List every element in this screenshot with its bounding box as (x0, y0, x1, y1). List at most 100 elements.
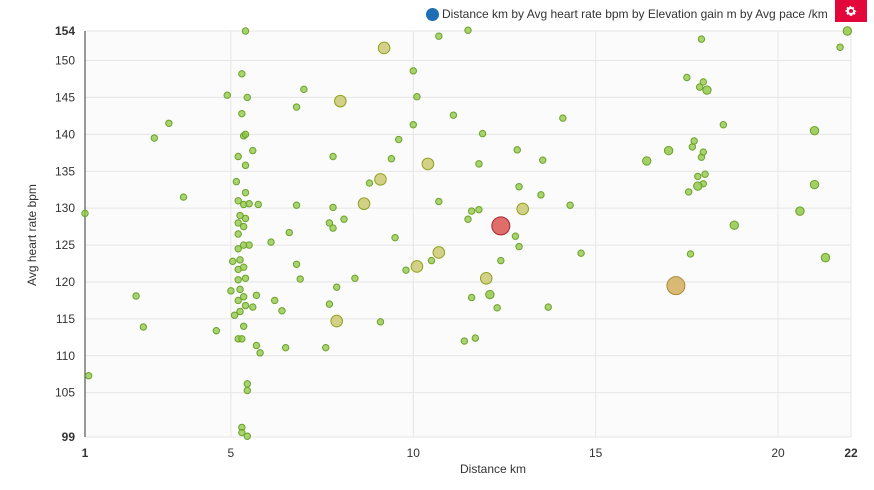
data-point[interactable] (516, 202, 530, 216)
data-point[interactable] (230, 311, 239, 319)
data-point[interactable] (809, 125, 820, 136)
data-point[interactable] (820, 252, 831, 263)
data-point[interactable] (292, 201, 301, 209)
data-point[interactable] (234, 276, 242, 284)
data-point[interactable] (467, 293, 476, 302)
data-point[interactable] (485, 289, 495, 300)
data-point[interactable] (212, 327, 221, 335)
data-point[interactable] (537, 191, 545, 199)
data-point[interactable] (229, 257, 237, 266)
data-point[interactable] (241, 274, 250, 282)
data-point[interactable] (236, 285, 244, 294)
data-point[interactable] (478, 129, 487, 138)
data-point[interactable] (365, 179, 374, 187)
data-point[interactable] (239, 263, 248, 271)
data-point[interactable] (241, 130, 250, 139)
data-point[interactable] (139, 323, 148, 331)
data-point[interactable] (150, 134, 159, 142)
settings-button[interactable] (835, 0, 867, 22)
data-point[interactable] (515, 183, 523, 191)
data-point[interactable] (357, 197, 371, 211)
data-point[interactable] (241, 161, 250, 170)
data-point[interactable] (432, 246, 446, 259)
data-point[interactable] (329, 224, 337, 232)
data-point[interactable] (539, 156, 547, 164)
data-point[interactable] (511, 232, 520, 240)
data-point[interactable] (252, 291, 261, 299)
data-point[interactable] (475, 160, 483, 168)
data-point[interactable] (256, 349, 264, 357)
data-point[interactable] (241, 214, 250, 223)
data-point[interactable] (241, 188, 250, 197)
data-point[interactable] (234, 230, 242, 238)
data-point[interactable] (513, 146, 521, 154)
data-point[interactable] (238, 428, 246, 437)
data-point[interactable] (292, 103, 301, 111)
data-point[interactable] (699, 78, 707, 86)
data-point[interactable] (464, 26, 472, 34)
data-point[interactable] (686, 250, 695, 258)
data-point[interactable] (795, 206, 805, 216)
data-point[interactable] (435, 197, 443, 206)
data-point[interactable] (391, 233, 399, 242)
data-point[interactable] (236, 307, 244, 316)
data-point[interactable] (374, 173, 387, 186)
data-point[interactable] (325, 219, 334, 227)
data-point[interactable] (325, 300, 334, 308)
data-point[interactable] (329, 152, 337, 161)
data-point[interactable] (387, 155, 396, 163)
data-point[interactable] (285, 228, 293, 237)
data-point[interactable] (684, 188, 693, 196)
data-point[interactable] (413, 92, 421, 101)
data-point[interactable] (701, 170, 709, 178)
data-point[interactable] (165, 119, 173, 127)
data-point[interactable] (234, 219, 242, 227)
data-point[interactable] (243, 432, 252, 440)
data-point[interactable] (577, 249, 585, 257)
data-point[interactable] (281, 343, 290, 352)
data-point[interactable] (471, 334, 479, 342)
data-point[interactable] (329, 203, 337, 212)
data-point[interactable] (544, 303, 552, 311)
data-point[interactable] (132, 292, 140, 300)
data-point[interactable] (334, 94, 347, 108)
data-point[interactable] (694, 172, 702, 181)
data-point[interactable] (410, 260, 424, 273)
data-point[interactable] (340, 215, 348, 223)
data-point[interactable] (81, 209, 89, 218)
data-point[interactable] (234, 152, 242, 161)
data-point[interactable] (809, 179, 820, 190)
data-point[interactable] (239, 293, 248, 301)
data-point[interactable] (252, 341, 261, 350)
data-point[interactable] (697, 35, 706, 43)
data-point[interactable] (695, 83, 704, 91)
data-point[interactable] (243, 93, 252, 102)
data-point[interactable] (234, 296, 242, 305)
data-point[interactable] (300, 85, 308, 94)
data-point[interactable] (497, 256, 505, 265)
data-point[interactable] (238, 70, 246, 78)
data-point[interactable] (394, 135, 403, 144)
data-point[interactable] (84, 372, 93, 380)
data-point[interactable] (666, 276, 686, 296)
data-point[interactable] (435, 32, 443, 40)
data-point[interactable] (227, 287, 235, 295)
data-point[interactable] (479, 271, 493, 285)
data-point[interactable] (836, 43, 844, 51)
data-point[interactable] (515, 242, 523, 251)
data-point[interactable] (460, 337, 469, 345)
data-point[interactable] (245, 200, 253, 208)
data-point[interactable] (238, 335, 246, 343)
data-point[interactable] (236, 211, 244, 220)
data-point[interactable] (270, 296, 279, 305)
data-point[interactable] (690, 137, 698, 145)
data-point[interactable] (559, 114, 567, 122)
data-point[interactable] (245, 241, 253, 249)
data-point[interactable] (234, 245, 242, 253)
data-point[interactable] (241, 27, 250, 35)
data-point[interactable] (475, 205, 483, 214)
data-point[interactable] (254, 200, 262, 209)
data-point[interactable] (683, 73, 691, 82)
data-point[interactable] (330, 314, 343, 328)
data-point[interactable] (292, 260, 301, 268)
